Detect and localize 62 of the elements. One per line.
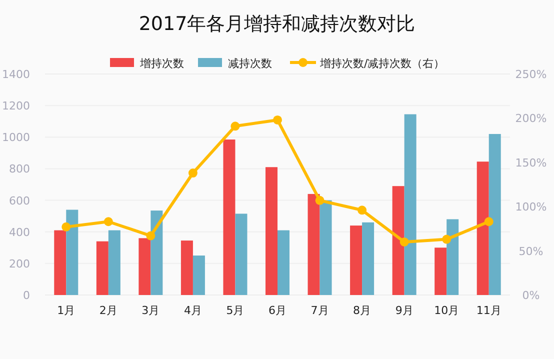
bar bbox=[266, 167, 278, 295]
point bbox=[188, 168, 198, 178]
point bbox=[230, 122, 240, 131]
bar bbox=[150, 210, 163, 295]
y2-tick-label: 100% bbox=[515, 200, 547, 214]
x-tick-label: 10月 bbox=[434, 304, 460, 317]
bar bbox=[223, 140, 236, 295]
x-tick-label: 6月 bbox=[268, 304, 286, 317]
point bbox=[315, 196, 324, 205]
legend-label: 减持次数 bbox=[228, 57, 272, 70]
point bbox=[104, 217, 113, 226]
bar bbox=[192, 256, 205, 295]
bar bbox=[138, 238, 151, 295]
x-tick-label: 8月 bbox=[353, 304, 372, 317]
y-tick-label: 400 bbox=[9, 226, 30, 239]
y-tick-label: 1000 bbox=[2, 131, 30, 144]
bar bbox=[446, 219, 459, 295]
bar bbox=[278, 230, 290, 295]
x-tick-label: 9月 bbox=[395, 304, 414, 317]
x-tick-label: 3月 bbox=[142, 304, 160, 317]
bar bbox=[180, 240, 193, 295]
y-tick-label: 800 bbox=[9, 162, 30, 176]
bar bbox=[96, 241, 108, 295]
y2-tick-label: 0% bbox=[522, 289, 540, 302]
bar bbox=[488, 134, 501, 295]
y2-tick-label: 200% bbox=[515, 112, 547, 126]
bar bbox=[392, 186, 404, 295]
bar bbox=[476, 162, 489, 295]
bar bbox=[308, 194, 320, 295]
bar bbox=[235, 214, 248, 295]
bar bbox=[404, 114, 416, 295]
y-tick-label: 1400 bbox=[2, 68, 30, 81]
y-tick-label: 0 bbox=[23, 289, 30, 302]
x-tick-label: 11月 bbox=[476, 304, 502, 317]
y2-tick-label: 250% bbox=[515, 68, 547, 81]
point bbox=[358, 206, 367, 215]
title: 2017年各月增持和减持次数对比 bbox=[138, 13, 416, 35]
bar bbox=[320, 200, 332, 295]
bar bbox=[350, 226, 362, 295]
x-tick-label: 5月 bbox=[226, 304, 244, 317]
point bbox=[146, 231, 156, 240]
y-tick-label: 200 bbox=[9, 257, 30, 270]
point bbox=[442, 234, 452, 244]
bar bbox=[362, 222, 374, 295]
bar bbox=[66, 210, 78, 295]
x-tick-label: 1月 bbox=[57, 304, 76, 317]
bar bbox=[54, 230, 66, 295]
legend-label: 增持次数/减持次数（右） bbox=[319, 57, 445, 70]
point bbox=[400, 237, 409, 246]
bar bbox=[434, 248, 447, 295]
x-tick-label: 2月 bbox=[99, 304, 118, 317]
x-tick-label: 4月 bbox=[184, 304, 202, 317]
y-tick-label: 1200 bbox=[2, 100, 30, 113]
y2-tick-label: 50% bbox=[518, 244, 544, 258]
y2-tick-label: 150% bbox=[515, 156, 547, 170]
x-tick-label: 7月 bbox=[310, 304, 329, 317]
legend-label: 增持次数 bbox=[139, 57, 184, 70]
point bbox=[484, 217, 494, 226]
point bbox=[273, 115, 282, 124]
y-tick-label: 600 bbox=[9, 194, 30, 208]
bar bbox=[108, 230, 120, 295]
point bbox=[62, 222, 71, 232]
